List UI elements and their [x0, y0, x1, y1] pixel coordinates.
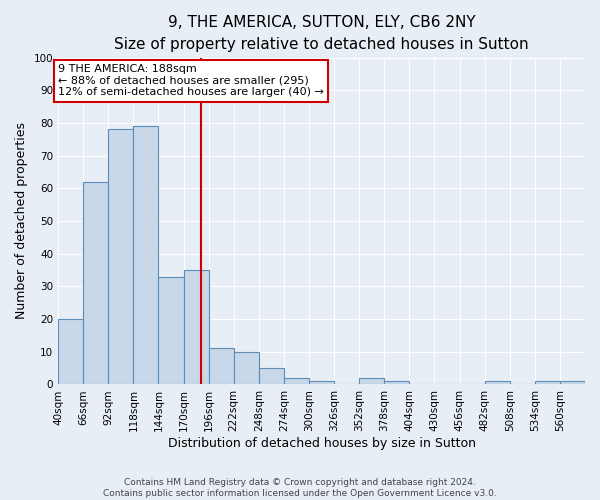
Bar: [108, 130, 133, 384]
Bar: [209, 348, 233, 384]
Bar: [535, 381, 560, 384]
X-axis label: Distribution of detached houses by size in Sutton: Distribution of detached houses by size …: [167, 437, 476, 450]
Bar: [133, 126, 158, 384]
Bar: [359, 378, 384, 384]
Bar: [83, 182, 108, 384]
Bar: [309, 381, 334, 384]
Bar: [259, 368, 284, 384]
Bar: [158, 276, 184, 384]
Bar: [384, 381, 409, 384]
Bar: [284, 378, 309, 384]
Title: 9, THE AMERICA, SUTTON, ELY, CB6 2NY
Size of property relative to detached house: 9, THE AMERICA, SUTTON, ELY, CB6 2NY Siz…: [114, 15, 529, 52]
Bar: [233, 352, 259, 384]
Bar: [485, 381, 510, 384]
Y-axis label: Number of detached properties: Number of detached properties: [15, 122, 28, 320]
Bar: [58, 319, 83, 384]
Text: Contains HM Land Registry data © Crown copyright and database right 2024.
Contai: Contains HM Land Registry data © Crown c…: [103, 478, 497, 498]
Bar: [560, 381, 585, 384]
Bar: [184, 270, 209, 384]
Text: 9 THE AMERICA: 188sqm
← 88% of detached houses are smaller (295)
12% of semi-det: 9 THE AMERICA: 188sqm ← 88% of detached …: [58, 64, 324, 98]
